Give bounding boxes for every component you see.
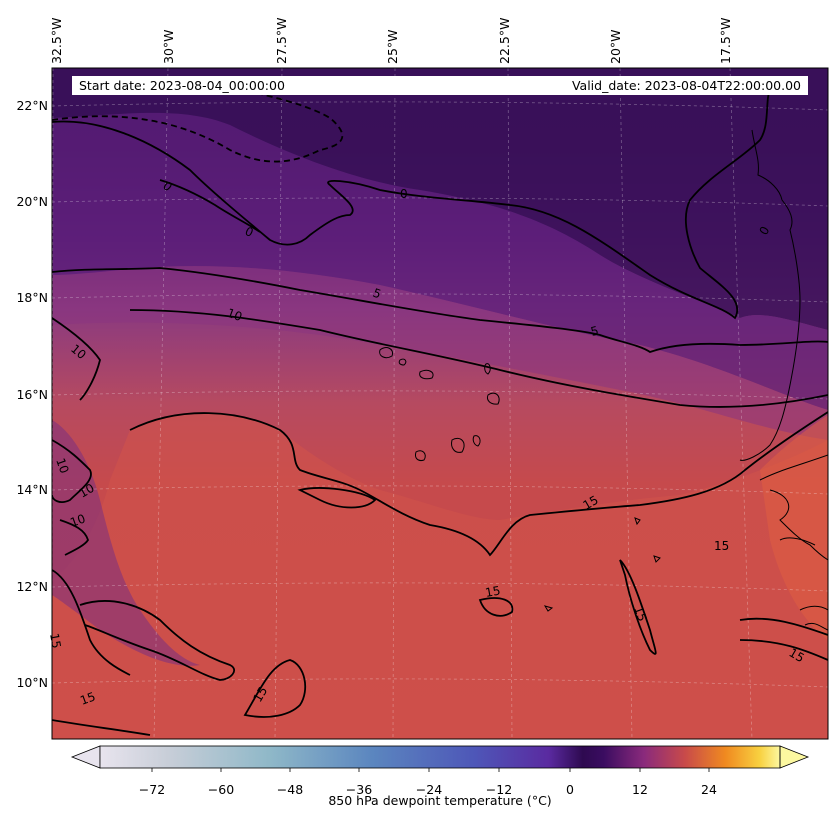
contour-label: 15	[581, 493, 601, 513]
contour-label: 15	[484, 584, 501, 600]
longitude-label: 17.5°W	[718, 17, 733, 64]
contour-label: 10	[77, 481, 97, 501]
colorbar-tick-label: −12	[485, 782, 513, 797]
latitude-label: 18°N	[16, 290, 48, 305]
latitude-label: 14°N	[16, 482, 48, 497]
colorbar-label: 850 hPa dewpoint temperature (°C)	[328, 793, 552, 808]
map-frame	[51, 67, 829, 740]
colorbar-tick-label: −60	[207, 782, 235, 797]
contour-label: 5	[589, 323, 600, 339]
contour-label: 15	[250, 684, 270, 704]
contour-label: 15	[78, 689, 97, 707]
longitude-label: 25°W	[385, 29, 400, 64]
longitude-label: 27.5°W	[274, 17, 289, 64]
valid-date-label: Valid_date: 2023-08-04T22:00:00.00	[571, 78, 801, 93]
colorbar-tick-label: 12	[632, 782, 648, 797]
dewpoint-contours	[52, 79, 828, 736]
colorbar-tick-label: −72	[138, 782, 166, 797]
longitude-label: 30°W	[161, 29, 176, 64]
colorbar-tick-label: 24	[701, 782, 717, 797]
contour-label: 15	[631, 604, 649, 623]
contour-label: 15	[787, 645, 807, 665]
contour-label: 0	[400, 187, 408, 201]
colorbar-tick-label: 0	[566, 782, 574, 797]
colorbar	[70, 745, 810, 772]
dewpoint-field	[52, 68, 828, 739]
header-box: Start date: 2023-08-04_00:00:00 Valid_da…	[72, 76, 808, 95]
latitude-label: 12°N	[16, 579, 48, 594]
contour-label: 5	[371, 286, 383, 302]
latitude-label: 10°N	[16, 675, 48, 690]
contour-label: 10	[225, 306, 244, 324]
latitude-label: 20°N	[16, 194, 48, 209]
longitude-label: 32.5°W	[49, 17, 64, 64]
contour-label-group: 0 0 0 0 5 5 10 10 10 10 10 15 15 15 15 1…	[47, 179, 807, 708]
colorbar-tick-label: −36	[345, 782, 373, 797]
contour-label: 15	[714, 539, 729, 553]
longitude-label: 20°W	[608, 29, 623, 64]
longitude-label: 22.5°W	[497, 17, 512, 64]
colorbar-tick-label: −48	[276, 782, 304, 797]
latitude-label: 16°N	[16, 387, 48, 402]
coastline	[379, 129, 828, 631]
start-date-label: Start date: 2023-08-04_00:00:00	[79, 78, 285, 93]
colorbar-tick-label: −24	[415, 782, 443, 797]
latitude-label: 22°N	[16, 98, 48, 113]
contour-label: 15	[47, 632, 63, 649]
contour-label: 10	[53, 456, 71, 475]
contour-label: 10	[68, 511, 87, 529]
